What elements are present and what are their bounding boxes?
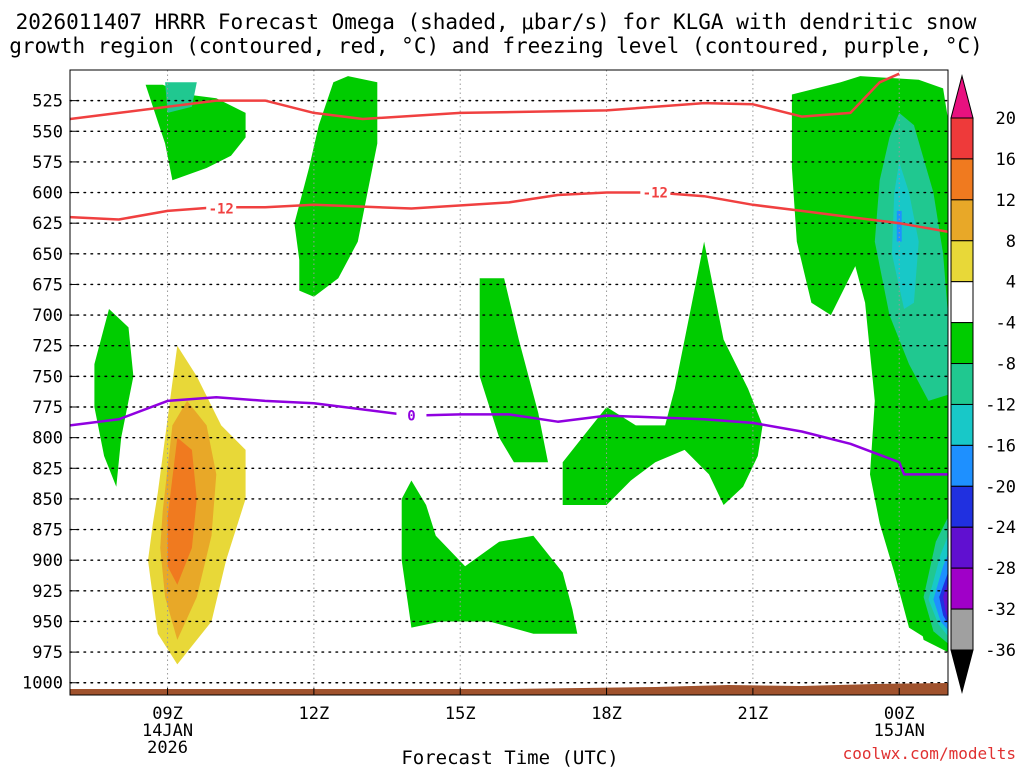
colorbar-label: -8 — [996, 355, 1016, 375]
colorbar-bin — [950, 403, 974, 446]
colorbar-bin — [950, 363, 974, 405]
temperature-contours: -12 -12 0 — [70, 72, 948, 476]
y-tick-label: 525 — [32, 92, 63, 112]
omega-region-12-19 — [167, 437, 197, 585]
colorbar-bin — [950, 526, 974, 569]
contour-dgz-top-18c — [70, 72, 900, 121]
x-tick-label: 21Z — [738, 704, 769, 724]
colorbar-top-arrow — [950, 74, 974, 119]
colorbar-label: 12 — [996, 191, 1016, 211]
x-tick-label: 15Z — [445, 704, 476, 724]
y-tick-label: 800 — [32, 429, 63, 449]
colorbar-bin — [950, 485, 974, 528]
y-tick-label: 900 — [32, 551, 63, 571]
colorbar-label: 20 — [996, 109, 1016, 129]
colorbar-bin — [950, 322, 974, 365]
contour-dgz-bottom-12c — [70, 191, 948, 234]
colorbar-bin — [950, 567, 974, 610]
y-tick-label: 875 — [32, 521, 63, 541]
colorbar-bin — [950, 444, 974, 487]
x-tick-label: 12Z — [299, 704, 330, 724]
chart-title-line1: 2026011407 HRRR Forecast Omega (shaded, … — [16, 10, 977, 34]
x-tick-label: 18Z — [591, 704, 622, 724]
colorbar-bin — [950, 240, 974, 283]
colorbar-bin — [950, 199, 974, 242]
colorbar-label: -32 — [985, 600, 1016, 620]
colorbar-label: 4 — [1006, 273, 1016, 293]
colorbar-label: -20 — [985, 477, 1016, 497]
x-axis-label: Forecast Time (UTC) — [401, 747, 618, 768]
colorbar-bin — [950, 281, 974, 324]
y-tick-label: 650 — [32, 245, 63, 265]
terrain-surface — [70, 683, 948, 695]
x-tick-label: 00Z — [884, 704, 915, 724]
y-tick-label: 975 — [32, 643, 63, 663]
credit-text: coolwx.com/modelts — [843, 744, 1016, 763]
contour-label: 0 — [407, 409, 415, 425]
omega-region--4-4 — [401, 480, 578, 634]
y-tick-label: 725 — [32, 337, 63, 357]
colorbar-label: 16 — [996, 150, 1016, 170]
chart-title-line2: growth region (contoured, red, °C) and f… — [9, 34, 983, 58]
x-tick-label: 2026 — [147, 738, 188, 758]
colorbar-label: -36 — [985, 641, 1016, 661]
omega-region--4-5 — [562, 241, 763, 505]
y-tick-label: 750 — [32, 367, 63, 387]
y-tick-label: 950 — [32, 612, 63, 632]
contour-label-bg — [640, 184, 671, 201]
colorbar-label: -12 — [985, 395, 1016, 415]
plot-frame — [69, 69, 949, 696]
colorbar-bin — [950, 158, 974, 201]
y-tick-label: 825 — [32, 459, 63, 479]
x-tick-label: 09Z — [152, 704, 183, 724]
y-tick-label: 550 — [32, 122, 63, 142]
colorbar-bin — [950, 608, 974, 651]
y-tick-label: 775 — [32, 398, 63, 418]
contour-label: -12 — [643, 186, 668, 202]
omega-region--16-10 — [896, 210, 902, 242]
y-tick-label: 850 — [32, 490, 63, 510]
colorbar-label: -28 — [985, 559, 1016, 579]
colorbar-label: -4 — [996, 314, 1016, 334]
contour-label-bg — [396, 407, 427, 424]
omega-region--4-2 — [94, 309, 134, 487]
contour-label: -12 — [209, 201, 234, 217]
x-tick-label: 14JAN — [142, 721, 193, 741]
colorbar-bottom-arrow — [950, 649, 974, 694]
y-tick-label: 600 — [32, 184, 63, 204]
y-tick-label: 675 — [32, 275, 63, 295]
omega-region--4-3 — [479, 278, 548, 463]
y-tick-label: 575 — [32, 153, 63, 173]
colorbar-label: -16 — [985, 436, 1016, 456]
y-tick-label: 625 — [32, 214, 63, 234]
x-tick-label: 15JAN — [874, 721, 925, 741]
colorbar-label: 8 — [1006, 232, 1016, 252]
contour-label-bg — [206, 200, 237, 217]
colorbar: 20 16 12 8 4 -4 -8 -12 -16 -20 -24 -28 -32 -36 — [950, 74, 1016, 694]
contour-freezing-level-0c — [70, 395, 948, 476]
colorbar-bin — [950, 117, 974, 160]
y-tick-label: 925 — [32, 582, 63, 602]
y-tick-label: 1000 — [22, 674, 63, 694]
colorbar-label: -24 — [985, 518, 1016, 538]
y-axis: 525 550 575 600 625 650 675 700 725 750 775 800 825 8… — [22, 92, 77, 694]
y-tick-label: 700 — [32, 306, 63, 326]
omega-region--12-9 — [891, 161, 919, 309]
